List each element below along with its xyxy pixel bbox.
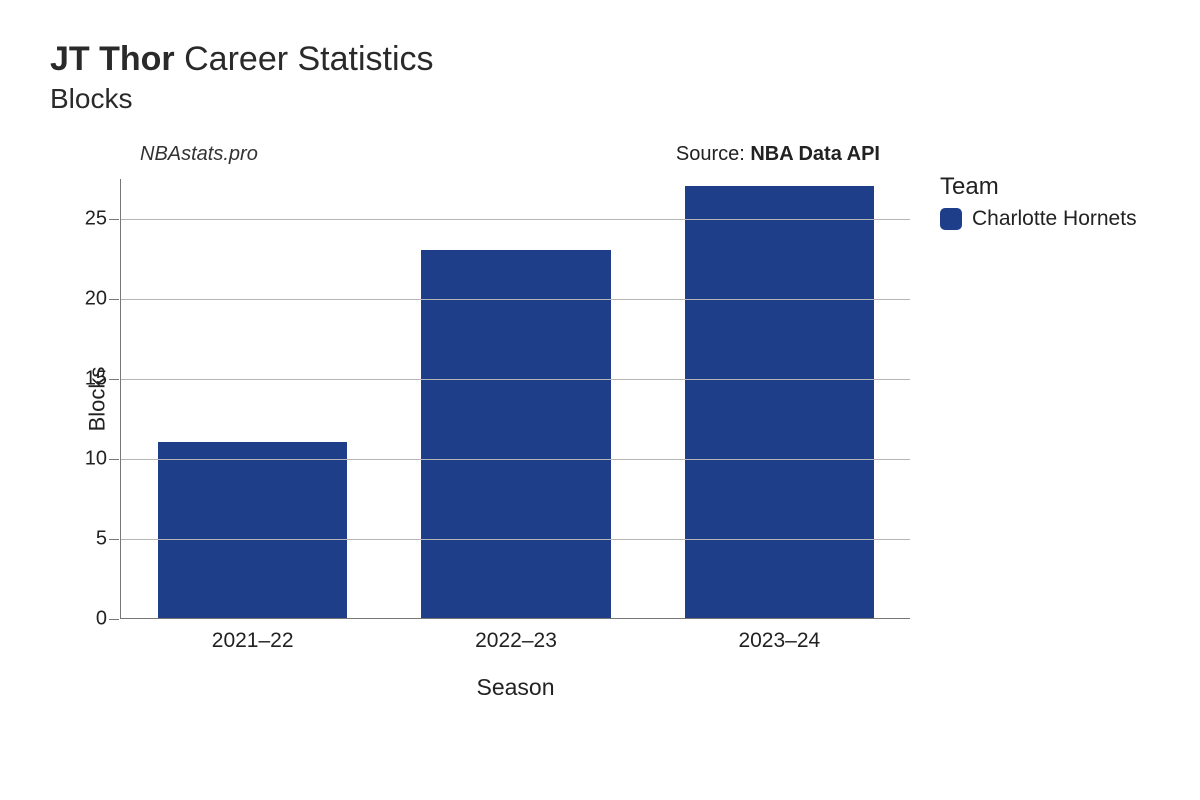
bar xyxy=(685,186,875,618)
bars-group xyxy=(121,179,910,618)
y-tick-label: 0 xyxy=(73,608,107,631)
legend-item: Charlotte Hornets xyxy=(940,207,1137,231)
y-tick xyxy=(109,459,119,460)
x-tick-label: 2023–24 xyxy=(738,629,820,653)
legend-title: Team xyxy=(940,173,1137,201)
y-tick xyxy=(109,299,119,300)
x-tick-label: 2022–23 xyxy=(475,629,557,653)
bar xyxy=(421,250,611,618)
title-rest: Career Statistics xyxy=(175,40,434,78)
site-credit: NBAstats.pro xyxy=(140,143,258,166)
grid-line xyxy=(121,459,910,460)
y-tick-label: 25 xyxy=(73,208,107,231)
y-tick xyxy=(109,379,119,380)
y-tick-label: 10 xyxy=(73,448,107,471)
y-tick-label: 15 xyxy=(73,368,107,391)
chart-title: JT Thor Career Statistics xyxy=(50,40,1150,79)
legend-swatch xyxy=(940,208,962,230)
y-tick-label: 20 xyxy=(73,288,107,311)
grid-line xyxy=(121,299,910,300)
y-tick xyxy=(109,539,119,540)
y-tick-label: 5 xyxy=(73,528,107,551)
source-name: NBA Data API xyxy=(750,143,880,165)
annotation-row: NBAstats.pro Source: NBA Data API xyxy=(120,143,910,173)
source-label: Source: NBA Data API xyxy=(676,143,880,166)
bar xyxy=(158,442,348,618)
grid-line xyxy=(121,539,910,540)
chart-subtitle: Blocks xyxy=(50,83,1150,115)
source-prefix: Source: xyxy=(676,143,750,165)
plot-area: Season 05101520252021–222022–232023–24 xyxy=(120,179,910,619)
y-tick xyxy=(109,619,119,620)
x-axis-label: Season xyxy=(476,674,554,701)
x-tick-label: 2021–22 xyxy=(212,629,294,653)
y-tick xyxy=(109,219,119,220)
grid-line xyxy=(121,219,910,220)
legend-item-label: Charlotte Hornets xyxy=(972,207,1137,231)
grid-line xyxy=(121,379,910,380)
player-name: JT Thor xyxy=(50,40,175,78)
legend: Team Charlotte Hornets xyxy=(940,173,1137,231)
